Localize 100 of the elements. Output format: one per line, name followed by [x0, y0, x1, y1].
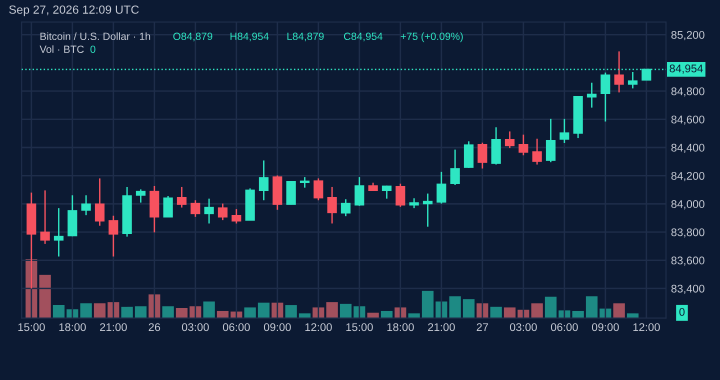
bar — [244, 307, 256, 318]
x-tick-label: 18:00 — [59, 323, 86, 332]
candlestick — [108, 215, 118, 258]
text: Bitcoin / U.S. Dollar · 1h — [40, 32, 150, 40]
bar — [203, 302, 215, 318]
candlestick — [478, 142, 488, 170]
bar — [326, 302, 338, 318]
candlestick — [94, 178, 105, 226]
bar — [613, 303, 625, 318]
candlestick — [204, 198, 214, 224]
ref-line-label: 84,954 — [670, 64, 703, 74]
candlestick — [422, 192, 433, 228]
candlestick — [586, 82, 597, 108]
x-tick-label: 06:00 — [222, 323, 250, 332]
y-tick-label: 83,600 — [671, 256, 704, 266]
annotation: C84,954 — [344, 32, 383, 42]
y-tick-label: 84,600 — [671, 116, 704, 125]
bar — [285, 305, 297, 318]
candlestick — [532, 138, 542, 166]
candlestick — [382, 184, 392, 200]
bar — [216, 310, 229, 318]
bar — [544, 296, 557, 318]
candlestick — [464, 140, 474, 169]
y-tick-label: 85,200 — [671, 30, 704, 40]
x-tick-label: 03:00 — [510, 323, 537, 332]
candlestick — [450, 148, 460, 186]
bar — [94, 303, 106, 318]
x-tick-label: 18:00 — [387, 323, 414, 332]
candlestick — [560, 118, 570, 144]
candlestick — [232, 208, 242, 224]
chart-title: Vol · BTC — [40, 45, 84, 53]
annotation: H84,954 — [230, 32, 269, 42]
bar — [121, 306, 133, 318]
x-tick-label: 15:00 — [346, 323, 373, 332]
candlestick — [136, 188, 146, 204]
candlestick — [286, 180, 296, 206]
y-tick-label: 84,200 — [671, 172, 704, 182]
bar — [422, 290, 434, 318]
bar — [449, 296, 461, 318]
candlestick — [40, 190, 50, 245]
bar — [586, 296, 598, 318]
candlestick — [518, 134, 528, 156]
bar — [367, 312, 379, 318]
y-tick-label: 84,400 — [671, 144, 704, 153]
x-tick-label: 06:00 — [550, 323, 578, 332]
bar — [162, 306, 174, 318]
annotation: L84,879 — [287, 32, 324, 42]
annotation: 0 — [90, 46, 96, 53]
bar — [504, 307, 516, 318]
annotation: O84,879 — [173, 32, 212, 42]
x-tick-label: 21:00 — [100, 323, 127, 332]
y-tick-label: 83,400 — [671, 284, 704, 294]
candlestick — [436, 171, 446, 204]
bar — [134, 306, 147, 318]
x-tick-label: 15:00 — [18, 323, 45, 332]
x-tick-label: 12:00 — [305, 323, 332, 332]
bar — [258, 302, 270, 318]
x-tick-label: 26 — [148, 323, 160, 332]
x-tick-label: 27 — [476, 323, 488, 331]
candlestick — [340, 198, 351, 217]
x-tick-label: 03:00 — [182, 323, 209, 332]
candlestick — [504, 130, 515, 149]
candlestick — [314, 178, 324, 201]
text: Sep 27, 2026 12:09 UTC — [9, 5, 139, 16]
candlestick — [176, 186, 187, 208]
bar — [490, 306, 502, 318]
x-tick-label: 09:00 — [592, 323, 619, 332]
x-tick-label: 21:00 — [428, 323, 455, 332]
candlestick — [354, 176, 364, 207]
bar — [531, 303, 543, 318]
y-tick-label: 84,800 — [671, 87, 704, 97]
candlestick — [600, 72, 610, 122]
bar — [39, 274, 51, 318]
candlestick — [546, 118, 556, 163]
candlestick — [614, 50, 624, 94]
candlestick — [300, 176, 310, 188]
candlestick — [396, 183, 406, 208]
candlestick — [409, 198, 419, 209]
bar — [80, 303, 92, 318]
x-tick-label: 09:00 — [264, 323, 291, 332]
y-tick-label: 84,000 — [671, 200, 704, 210]
candlestick — [163, 195, 173, 218]
candlestick — [628, 71, 638, 90]
bar — [380, 310, 393, 318]
candlestick — [81, 194, 91, 216]
bar — [52, 305, 65, 318]
candlestick — [258, 160, 269, 201]
candlestick — [54, 207, 64, 258]
x-tick-label: 12:00 — [633, 323, 660, 332]
candlestick — [190, 200, 200, 218]
annotation: +75 (+0.09%) — [400, 32, 463, 42]
candlestick — [327, 186, 337, 224]
bar — [176, 308, 188, 318]
candlestick — [218, 202, 228, 221]
text: 0 — [679, 308, 685, 316]
bar — [340, 304, 352, 318]
bar — [572, 310, 584, 318]
candlestick — [491, 126, 501, 166]
bar — [462, 299, 475, 318]
y-tick-label: 83,800 — [671, 228, 704, 238]
